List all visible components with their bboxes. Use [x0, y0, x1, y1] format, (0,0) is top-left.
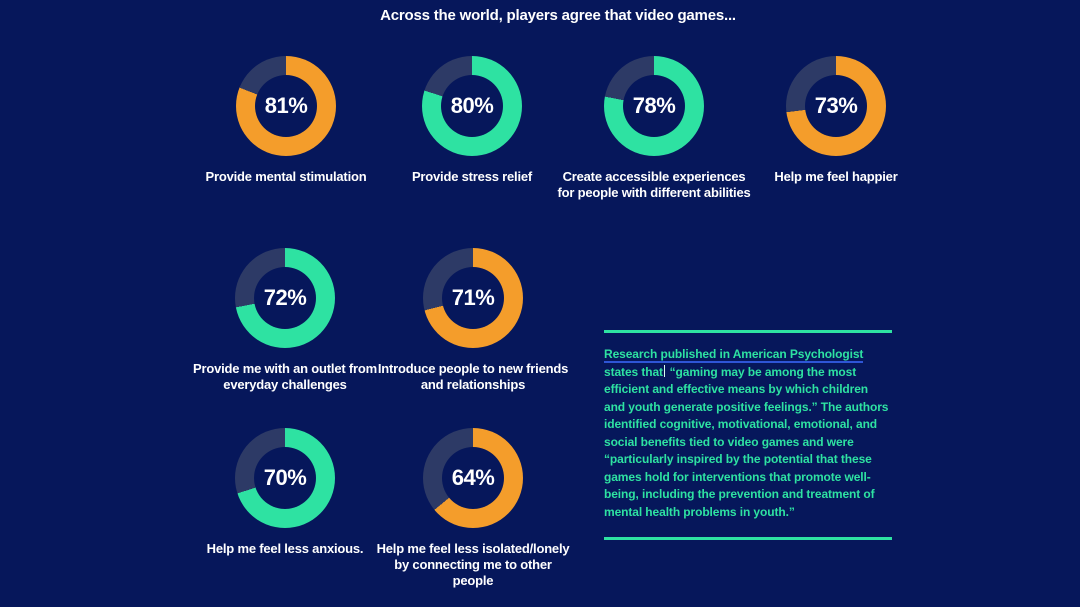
- research-link[interactable]: Research published in American Psycholog…: [604, 347, 864, 363]
- donut-hole: 71%: [442, 267, 504, 329]
- stat-cell-outlet-challenges: 72% Provide me with an outlet from every…: [180, 248, 390, 393]
- stat-label: Create accessible experiences for people…: [557, 169, 751, 200]
- percent-value: 80%: [450, 93, 494, 118]
- donut-chart-80: 80%: [422, 56, 522, 156]
- stat-label: Provide me with an outlet from everyday …: [193, 361, 377, 392]
- research-quote-block: Research published in American Psycholog…: [604, 330, 892, 540]
- donut-hole: 72%: [254, 267, 316, 329]
- donut-chart-72: 72%: [235, 248, 335, 348]
- donut-chart-81: 81%: [236, 56, 336, 156]
- stat-cell-new-friends: 71% Introduce people to new friends and …: [368, 248, 578, 393]
- stat-label: Provide mental stimulation: [205, 169, 367, 184]
- donut-hole: 80%: [441, 75, 503, 137]
- percent-value: 81%: [264, 93, 308, 118]
- stat-label: Help me feel less anxious.: [206, 541, 364, 556]
- percent-value: 72%: [263, 285, 307, 310]
- donut-chart-64: 64%: [423, 428, 523, 528]
- donut-hole: 73%: [805, 75, 867, 137]
- donut-hole: 81%: [255, 75, 317, 137]
- stat-cell-accessible-experiences: 78% Create accessible experiences for pe…: [549, 56, 759, 201]
- donut-hole: 64%: [442, 447, 504, 509]
- stat-cell-stress-relief: 80% Provide stress relief: [367, 56, 577, 185]
- donut-hole: 70%: [254, 447, 316, 509]
- donut-chart-73: 73%: [786, 56, 886, 156]
- percent-value: 73%: [814, 93, 858, 118]
- stat-label: Help me feel happier: [774, 169, 898, 184]
- stat-cell-less-isolated: 64% Help me feel less isolated/lonely by…: [368, 428, 578, 589]
- percent-value: 78%: [632, 93, 676, 118]
- stat-label: Introduce people to new friends and rela…: [377, 361, 569, 392]
- page-title: Across the world, players agree that vid…: [380, 7, 736, 24]
- stat-label: Provide stress relief: [411, 169, 533, 184]
- stat-cell-mental-stimulation: 81% Provide mental stimulation: [181, 56, 391, 185]
- donut-chart-70: 70%: [235, 428, 335, 528]
- stat-label: Help me feel less isolated/lonely by con…: [376, 541, 570, 588]
- donut-chart-71: 71%: [423, 248, 523, 348]
- stat-cell-less-anxious: 70% Help me feel less anxious.: [180, 428, 390, 557]
- percent-value: 64%: [451, 465, 495, 490]
- percent-value: 71%: [451, 285, 495, 310]
- quote-mid: states that: [604, 364, 663, 379]
- quote-body: “gaming may be among the most efficient …: [604, 364, 889, 519]
- quote-text: Research published in American Psycholog…: [604, 346, 892, 521]
- donut-chart-78: 78%: [604, 56, 704, 156]
- percent-value: 70%: [263, 465, 307, 490]
- donut-hole: 78%: [623, 75, 685, 137]
- text-cursor: [663, 364, 666, 377]
- stat-cell-feel-happier: 73% Help me feel happier: [731, 56, 941, 185]
